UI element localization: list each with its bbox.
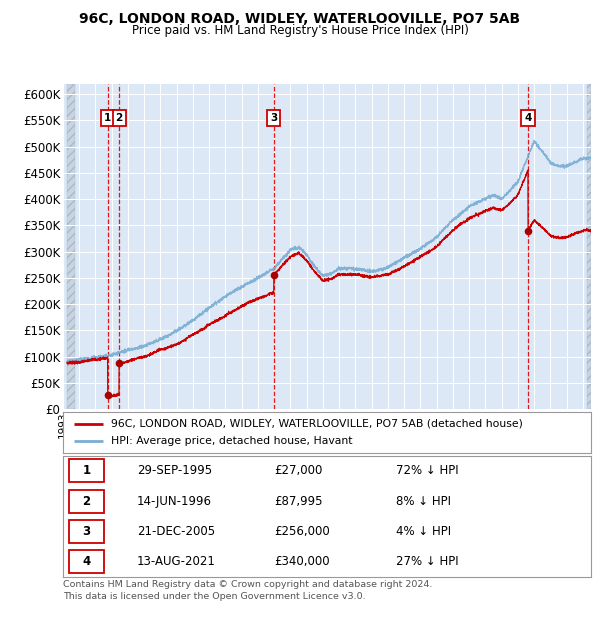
FancyBboxPatch shape [70, 490, 104, 513]
Text: 4% ↓ HPI: 4% ↓ HPI [395, 525, 451, 538]
Text: 96C, LONDON ROAD, WIDLEY, WATERLOOVILLE, PO7 5AB (detached house): 96C, LONDON ROAD, WIDLEY, WATERLOOVILLE,… [110, 418, 523, 428]
Text: 14-JUN-1996: 14-JUN-1996 [137, 495, 212, 508]
Text: 2: 2 [115, 113, 123, 123]
FancyBboxPatch shape [70, 550, 104, 573]
Text: £256,000: £256,000 [274, 525, 330, 538]
Bar [587, 84, 591, 409]
Text: £27,000: £27,000 [274, 464, 323, 477]
Text: 1: 1 [82, 464, 91, 477]
Text: 4: 4 [524, 113, 532, 123]
Text: 29-SEP-1995: 29-SEP-1995 [137, 464, 212, 477]
FancyBboxPatch shape [70, 459, 104, 482]
FancyBboxPatch shape [70, 520, 104, 542]
Text: 96C, LONDON ROAD, WIDLEY, WATERLOOVILLE, PO7 5AB: 96C, LONDON ROAD, WIDLEY, WATERLOOVILLE,… [79, 12, 521, 27]
Text: £340,000: £340,000 [274, 555, 330, 568]
Text: 13-AUG-2021: 13-AUG-2021 [137, 555, 216, 568]
Text: 72% ↓ HPI: 72% ↓ HPI [395, 464, 458, 477]
Text: 3: 3 [270, 113, 277, 123]
Text: 8% ↓ HPI: 8% ↓ HPI [395, 495, 451, 508]
Text: 3: 3 [82, 525, 91, 538]
Text: 2: 2 [82, 495, 91, 508]
Text: Price paid vs. HM Land Registry's House Price Index (HPI): Price paid vs. HM Land Registry's House … [131, 24, 469, 37]
Text: HPI: Average price, detached house, Havant: HPI: Average price, detached house, Hava… [110, 436, 352, 446]
Text: £87,995: £87,995 [274, 495, 323, 508]
Text: 1: 1 [104, 113, 111, 123]
Bar [67, 84, 75, 409]
Text: 4: 4 [82, 555, 91, 568]
Text: Contains HM Land Registry data © Crown copyright and database right 2024.
This d: Contains HM Land Registry data © Crown c… [63, 580, 433, 601]
Text: 27% ↓ HPI: 27% ↓ HPI [395, 555, 458, 568]
Text: 21-DEC-2005: 21-DEC-2005 [137, 525, 215, 538]
